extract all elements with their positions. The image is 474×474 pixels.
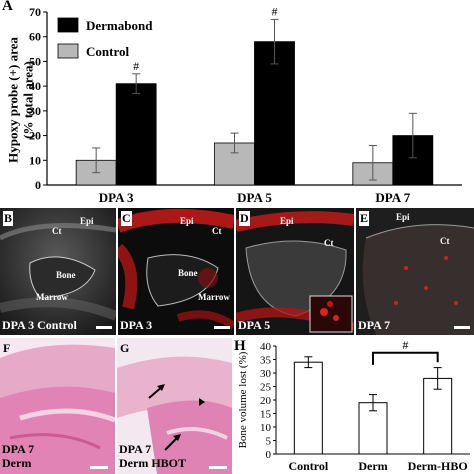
- caption-b: DPA 3 Control: [2, 318, 77, 332]
- chart-a: Hypoxy probe (+) area(% total area) 0 10 2…: [5, 4, 462, 205]
- legend-label: Dermabond: [86, 18, 153, 33]
- bar: [392, 135, 434, 186]
- x-tick-label: DPA 3: [99, 190, 134, 205]
- x-tick-label: Derm: [358, 459, 387, 473]
- micrograph-g: G DPA 7 Derm HBOT: [117, 338, 232, 474]
- scale-bar: [214, 326, 230, 329]
- y-tick-label: 20: [29, 129, 41, 143]
- y-tick-label: 40: [29, 79, 41, 93]
- bar: [423, 377, 453, 455]
- bar: [293, 361, 323, 455]
- x-tick-label: Control: [288, 459, 328, 473]
- y-axis-label: Bone volume lost (%): [237, 351, 249, 448]
- significance-marker: #: [133, 59, 139, 73]
- micrograph-c: C Epi Ct Bone Marrow DPA 3: [118, 208, 234, 335]
- bar: [254, 41, 295, 186]
- label-epi: Epi: [80, 216, 94, 226]
- label-bone: Bone: [56, 270, 76, 280]
- y-axis-label-line: (% total area): [20, 61, 35, 139]
- y-tick-label: 50: [29, 54, 41, 68]
- y-tick-label: 0: [266, 449, 272, 461]
- label-ct: Ct: [212, 226, 222, 236]
- caption-e: DPA 7: [358, 318, 391, 332]
- y-tick-label: 30: [260, 368, 272, 380]
- y-tick-label: 25: [260, 382, 272, 394]
- panel-letter-h: H: [234, 338, 246, 354]
- y-tick-label: 30: [29, 104, 41, 118]
- significance-bracket: [372, 351, 439, 365]
- legend-label: Control: [86, 44, 129, 59]
- label-ct: Ct: [440, 236, 450, 246]
- caption-d: DPA 5: [238, 318, 271, 332]
- panel-letter-d: D: [239, 211, 250, 226]
- bars: Control Derm Derm-HBO #: [288, 338, 467, 473]
- y-tick-label: 20: [260, 395, 272, 407]
- y-tick-label: 0: [35, 178, 41, 192]
- panel-letter-c: C: [121, 211, 132, 226]
- y-tick-label: 10: [260, 422, 272, 434]
- label-epi: Epi: [280, 216, 294, 226]
- x-tick-label: DPA 7: [375, 190, 410, 205]
- y-axis-label: Hypoxy probe (+) area(% total area): [5, 37, 35, 163]
- y-tick-label: 70: [29, 5, 41, 19]
- y-axis-label-line: Hypoxy probe (+) area: [5, 37, 20, 163]
- y-tick-label: 15: [260, 409, 272, 421]
- x-tick-label: Derm-HBO: [408, 459, 468, 473]
- y-tick-label: 5: [266, 436, 272, 448]
- caption-f-line2: Derm: [2, 456, 32, 470]
- micrograph-f: F DPA 7 Derm: [0, 338, 115, 474]
- x-tick-label: DPA 5: [237, 190, 272, 205]
- scale-bar: [209, 466, 227, 469]
- y-tick-label: 10: [29, 153, 41, 167]
- legend-swatch: [57, 17, 79, 33]
- label-marrow: Marrow: [198, 292, 230, 302]
- label-ct: Ct: [324, 238, 334, 248]
- panel-letter-f: F: [3, 341, 11, 355]
- panel-letter-a: A: [2, 0, 13, 14]
- micrograph-d: D Epi Ct DPA 5: [236, 208, 354, 335]
- bar: [115, 83, 157, 186]
- caption-g-line2: Derm HBOT: [119, 456, 186, 470]
- caption-f-line1: DPA 7: [2, 442, 35, 456]
- significance-marker: #: [402, 338, 408, 352]
- y-tick-label: 60: [29, 30, 41, 44]
- legend-swatch: [57, 43, 79, 59]
- caption-g-line1: DPA 7: [119, 442, 152, 456]
- panel-letter-b: B: [3, 211, 14, 226]
- label-epi: Epi: [180, 216, 194, 226]
- caption-c: DPA 3: [120, 318, 153, 332]
- micrograph-b: B Epi Ct Bone Marrow DPA 3 Control: [0, 208, 116, 335]
- panel-letter-e: E: [359, 211, 370, 226]
- label-ct: Ct: [52, 226, 62, 236]
- panel-letter-g: G: [120, 341, 130, 355]
- label-marrow: Marrow: [36, 292, 68, 302]
- scale-bar: [454, 326, 470, 329]
- scale-bar: [90, 466, 108, 469]
- bars: DPA 3 # DPA 5 # DPA 7: [75, 4, 434, 205]
- legend: Dermabond Control: [57, 17, 153, 59]
- y-tick-label: 40: [260, 341, 272, 353]
- significance-marker: #: [272, 4, 278, 18]
- label-epi: Epi: [396, 212, 410, 222]
- label-bone: Bone: [178, 268, 198, 278]
- micrograph-e: E Epi Ct DPA 7: [356, 208, 474, 335]
- scale-bar: [96, 326, 112, 329]
- y-tick-label: 35: [260, 355, 272, 367]
